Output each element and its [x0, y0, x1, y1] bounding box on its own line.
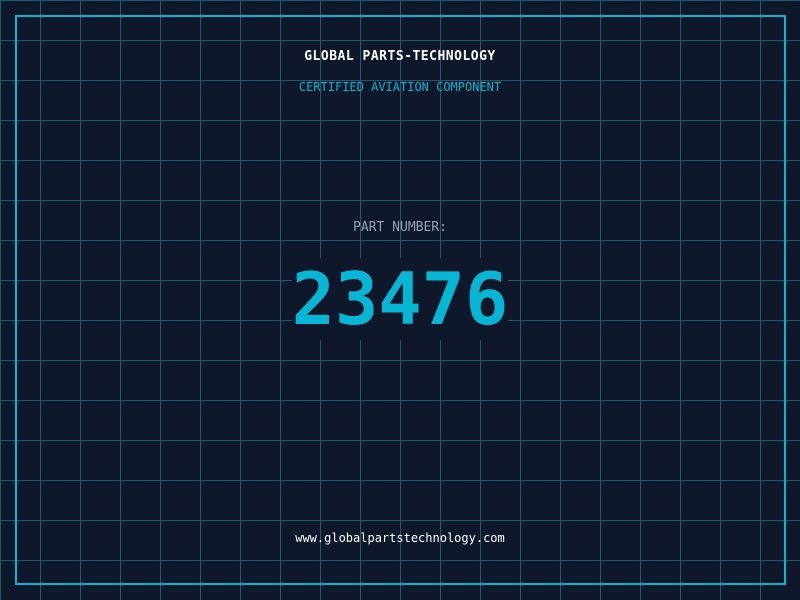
border-frame — [15, 15, 786, 585]
part-number-display: 23476 — [0, 258, 800, 340]
subtitle: CERTIFIED AVIATION COMPONENT — [298, 80, 502, 94]
website-link: www.globalpartstechnology.com — [295, 531, 505, 545]
part-number-label: PART NUMBER: — [353, 220, 447, 235]
company-title: GLOBAL PARTS-TECHNOLOGY — [304, 49, 496, 64]
part-number-value: 23476 — [291, 257, 509, 341]
